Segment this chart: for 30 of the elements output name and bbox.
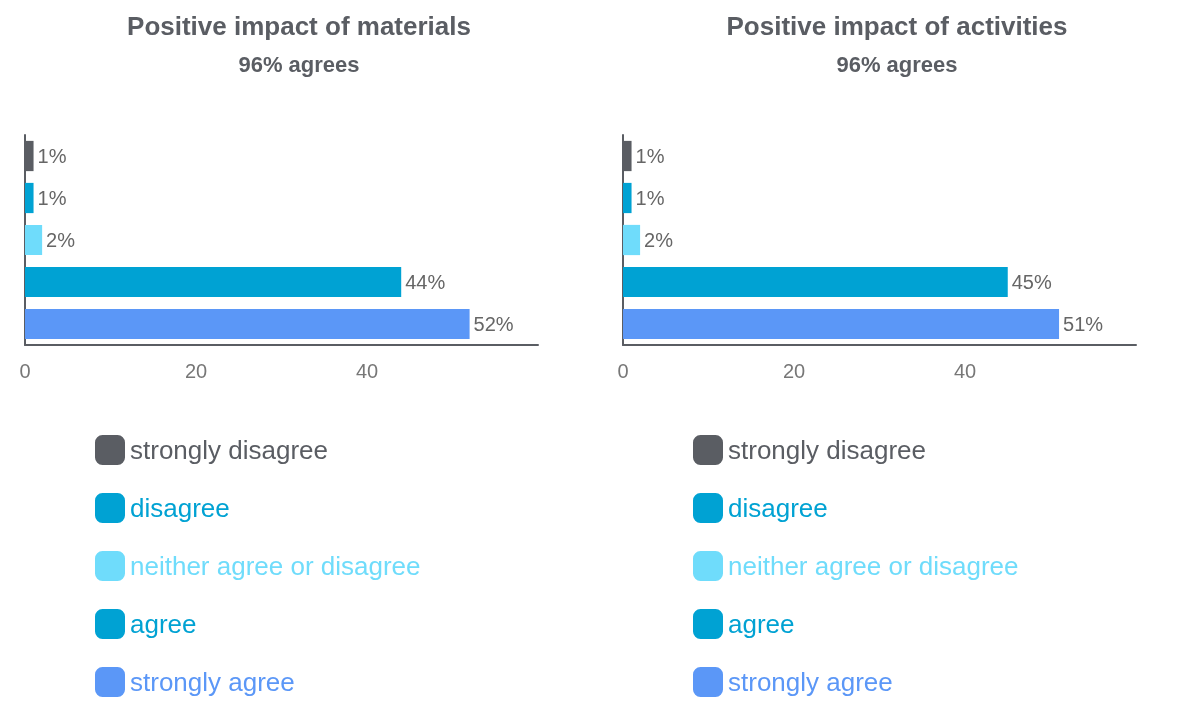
- data-label: 2%: [46, 229, 76, 251]
- data-label: 51%: [1063, 313, 1104, 335]
- data-label: 1%: [635, 145, 665, 167]
- legend-label: agree: [130, 609, 197, 639]
- x-tick-label: 40: [953, 360, 977, 382]
- x-tick-label: 20: [184, 360, 208, 382]
- data-label: 1%: [635, 187, 665, 209]
- x-tick-label: 0: [19, 360, 31, 382]
- legend-label: strongly agree: [130, 667, 295, 697]
- legend-label: disagree: [130, 493, 230, 523]
- legend-label: neither agree or disagree: [130, 551, 421, 581]
- data-label: 2%: [644, 229, 674, 251]
- legend-label: strongly agree: [728, 667, 893, 697]
- x-tick-label: 40: [355, 360, 379, 382]
- x-tick-label: 20: [782, 360, 806, 382]
- x-tick-label: 0: [617, 360, 629, 382]
- data-label: 1%: [37, 145, 67, 167]
- data-label: 1%: [37, 187, 67, 209]
- data-label: 52%: [473, 313, 514, 335]
- legend-label: strongly disagree: [130, 435, 328, 465]
- data-label: 45%: [1011, 271, 1052, 293]
- data-label: 44%: [405, 271, 446, 293]
- chart-subtitle: 96% agrees: [836, 51, 958, 77]
- legend-label: neither agree or disagree: [728, 551, 1019, 581]
- chart-subtitle: 96% agrees: [238, 51, 360, 77]
- chart-title: Positive impact of activities: [726, 11, 1068, 41]
- legend-label: strongly disagree: [728, 435, 926, 465]
- legend-label: agree: [728, 609, 795, 639]
- legend-label: disagree: [728, 493, 828, 523]
- chart-title: Positive impact of materials: [127, 11, 471, 41]
